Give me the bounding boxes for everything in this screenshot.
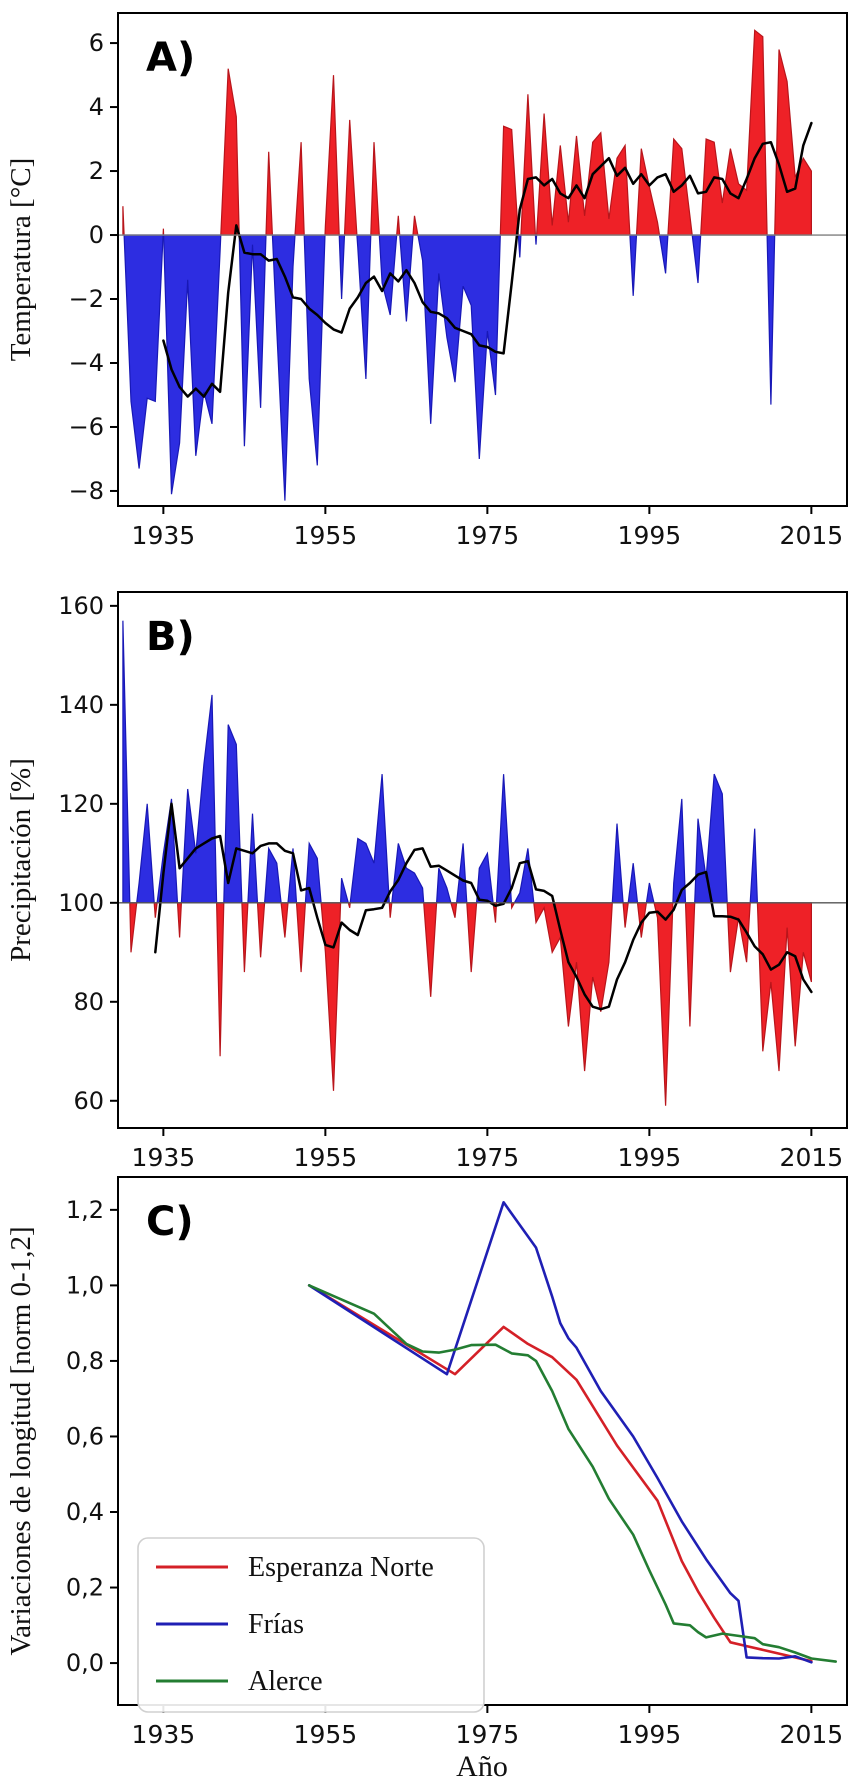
x-tick-label: 1995 xyxy=(618,521,682,550)
panel-A-border xyxy=(117,12,848,507)
panel-letter-A: A) xyxy=(146,35,195,81)
x-tick-label: 1955 xyxy=(294,1720,358,1749)
x-tick-label: 1955 xyxy=(294,1143,358,1172)
y-tick-label: 120 xyxy=(58,790,104,818)
panel-C: 1,2 1,0 0,8 0,6 0,4 0,2 0,0 1935 1955 1975 1995 201… xyxy=(5,1176,848,1749)
x-tick-label: 1995 xyxy=(618,1720,682,1749)
panel-B-smoothed-line xyxy=(154,802,813,1011)
legend-box xyxy=(137,1537,485,1713)
panel-A-smoothed-line xyxy=(162,121,813,398)
y-tick-label: −2 xyxy=(69,285,104,313)
panel-A-fill-below xyxy=(162,234,222,495)
y-tick-label: 160 xyxy=(58,592,104,620)
panel-letter-B: B) xyxy=(146,614,195,660)
y-tick-label: 1,0 xyxy=(66,1271,104,1299)
panel-A-fill-above xyxy=(535,113,631,236)
panel-A-fill-above xyxy=(700,29,768,236)
y-tick-label: 0,4 xyxy=(66,1498,104,1526)
x-tick-label: 2015 xyxy=(780,1720,844,1749)
y-axis-label-C: Variaciones de longitud [norm 0-1,2] xyxy=(5,1226,37,1655)
y-tick-label: −6 xyxy=(69,413,104,441)
y-tick-label: 80 xyxy=(73,988,104,1016)
legend-label: Frías xyxy=(248,1609,304,1640)
x-tick-label: 1995 xyxy=(618,1143,682,1172)
y-tick-label: 60 xyxy=(73,1087,104,1115)
x-tick-label: 1935 xyxy=(132,1143,196,1172)
panel-A: 6 4 2 0 −2 −4 −6 −8 1935 1955 1975 1995 2015 A) Temper… xyxy=(5,12,848,550)
y-axis-label-A: Temperatura [°C] xyxy=(5,158,37,362)
legend-label: Esperanza Norte xyxy=(248,1552,434,1583)
x-tick-label: 1935 xyxy=(132,1720,196,1749)
x-tick-label: 1975 xyxy=(456,1720,520,1749)
legend-label: Alerce xyxy=(248,1666,323,1697)
series-line-alerce xyxy=(307,1284,837,1663)
y-tick-label: 6 xyxy=(89,29,104,57)
y-axis-label-B: Precipitación [%] xyxy=(5,758,37,962)
panel-B: 160 140 120 100 80 60 1935 1955 1975 1995 2015 B) Pr… xyxy=(5,591,848,1172)
x-tick-label: 2015 xyxy=(780,521,844,550)
y-tick-label: 1,2 xyxy=(66,1196,104,1224)
x-tick-label: 1975 xyxy=(456,1143,520,1172)
panel-A-fill-above xyxy=(162,228,165,236)
y-tick-label: −4 xyxy=(69,349,104,377)
panel-letter-C: C) xyxy=(146,1199,194,1245)
legend: Esperanza Norte Frías Alerce xyxy=(137,1537,485,1713)
x-tick-label: 1975 xyxy=(456,521,520,550)
panel-A-fill-below xyxy=(417,234,501,460)
y-tick-label: −8 xyxy=(69,477,104,505)
panel-A-fill-below xyxy=(534,234,538,245)
y-tick-label: 0,6 xyxy=(66,1422,104,1450)
series-line-frias xyxy=(307,1201,813,1664)
y-tick-label: 0,8 xyxy=(66,1347,104,1375)
y-tick-label: 0,2 xyxy=(66,1574,104,1602)
y-tick-label: 140 xyxy=(58,691,104,719)
y-tick-label: 0,0 xyxy=(66,1649,104,1677)
y-tick-label: 2 xyxy=(89,157,104,185)
y-tick-label: 4 xyxy=(89,93,104,121)
x-axis-label: Año xyxy=(456,1750,508,1783)
y-tick-label: 0 xyxy=(89,221,104,249)
panel-B-fill-below xyxy=(533,902,613,1072)
x-tick-label: 2015 xyxy=(780,1143,844,1172)
y-tick-label: 100 xyxy=(58,889,104,917)
panel-B-fill-below xyxy=(756,902,812,1072)
panel-B-border xyxy=(117,591,848,1129)
series-line-esperanza-norte xyxy=(307,1284,813,1663)
x-tick-label: 1935 xyxy=(132,521,196,550)
x-tick-label: 1955 xyxy=(294,521,358,550)
